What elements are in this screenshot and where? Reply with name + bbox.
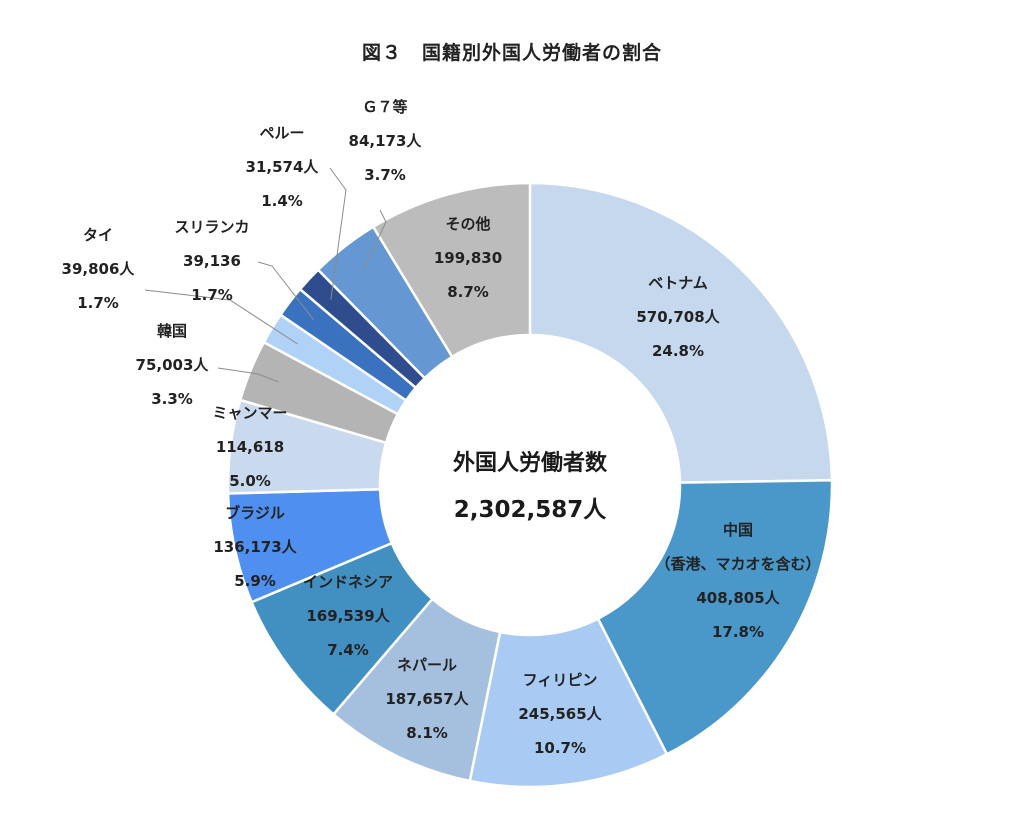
labels-group: ベトナム 570,708人 24.8% 中国 （香港、マカオを含む） 408,805人 17… [62,98,821,757]
slice-9-percent-label: 1.7% [191,286,233,304]
leader-line-10 [329,167,347,300]
slice-9-name-label: スリランカ [174,218,249,236]
slice-8-name-label: タイ [83,226,113,244]
slice-4-value-label: 169,539人 [306,607,390,625]
slices-group [226,181,834,789]
slice-1-value-label: 408,805人 [696,589,780,607]
slice-4-name-label: インドネシア [303,573,393,591]
slice-1-subname-label: （香港、マカオを含む） [655,555,820,573]
slice-2-name-label: フィリピン [523,671,598,689]
slice-5-value-label: 136,173人 [213,538,297,556]
center-total-label: 外国人労働者数 [453,450,608,476]
slice-5-name-label: ブラジル [225,504,285,522]
leader-line-7 [217,367,279,383]
slice-0-percent-label: 24.8% [652,342,704,360]
slice-11-value-label: 84,173人 [349,132,423,150]
slice-0 [528,181,834,484]
slice-5-percent-label: 5.9% [234,572,276,590]
leader-line-8 [144,289,298,345]
slice-0-name-label: ベトナム [648,274,708,292]
slice-3-percent-label: 8.1% [406,724,448,742]
slice-9-value-label: 39,136 [183,252,241,270]
slice-10-percent-label: 1.4% [261,192,303,210]
slice-6-value-label: 114,618 [216,438,284,456]
slice-6-percent-label: 5.0% [229,472,271,490]
slice-7-percent-label: 3.3% [151,390,193,408]
slice-10-value-label: 31,574人 [246,158,320,176]
slice-4-percent-label: 7.4% [327,641,369,659]
slice-11-percent-label: 3.7% [364,166,406,184]
slice-7-name-label: 韓国 [157,322,187,340]
slice-3-value-label: 187,657人 [385,690,469,708]
slice-8-value-label: 39,806人 [62,260,136,278]
leader-line-9 [257,261,315,321]
slice-2-percent-label: 10.7% [534,739,586,757]
slice-7-value-label: 75,003人 [136,356,210,374]
slice-8-percent-label: 1.7% [77,294,119,312]
slice-2-value-label: 245,565人 [518,705,602,723]
slice-1-percent-label: 17.8% [712,623,764,641]
chart-title: 図３ 国籍別外国人労働者の割合 [361,42,662,64]
slice-0-value-label: 570,708人 [636,308,720,326]
leader-lines-group [144,167,387,383]
slice-10-name-label: ペルー [259,124,304,142]
slice-1 [596,478,834,756]
slice-12 [371,181,532,359]
slice-11-name-label: Ｇ７等 [362,98,407,116]
slice-12-name-label: その他 [445,215,490,233]
slice-1-name-label: 中国 [723,521,753,539]
leader-line-11 [362,209,387,271]
slice-12-value-label: 199,830 [434,249,502,267]
slice-3-name-label: ネパール [397,656,457,674]
center-total-value: 2,302,587人 [454,497,607,523]
slice-12-percent-label: 8.7% [447,283,489,301]
slice-6-name-label: ミャンマー [212,404,287,422]
